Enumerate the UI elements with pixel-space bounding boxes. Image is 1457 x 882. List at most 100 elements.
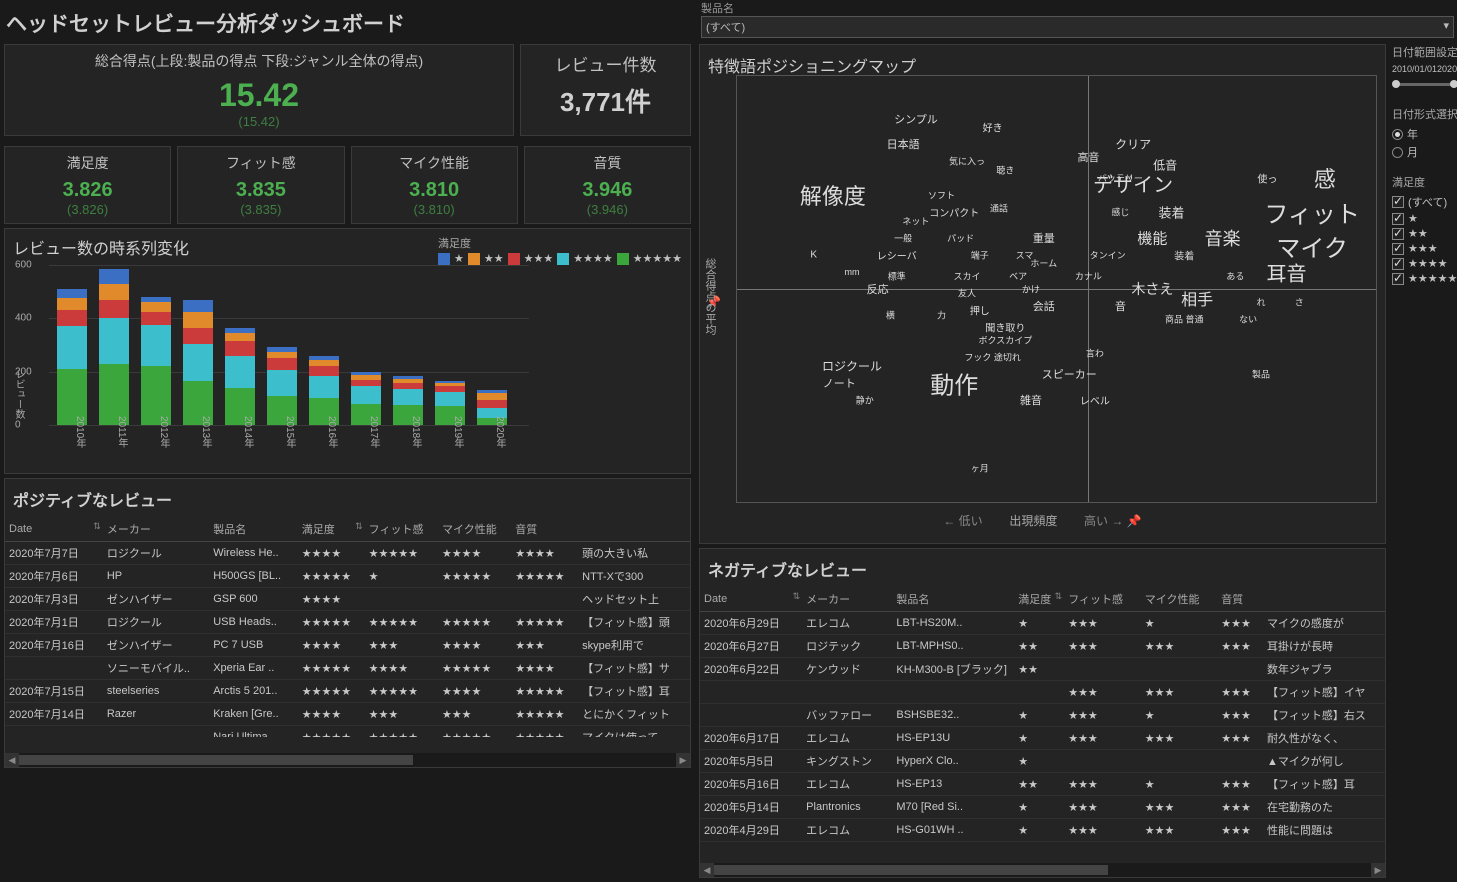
- word-押し[interactable]: 押し: [970, 303, 990, 318]
- legend-item-3[interactable]: ★★★: [508, 252, 554, 265]
- h-scrollbar[interactable]: ◀▶: [5, 753, 690, 767]
- product-filter-select[interactable]: (すべて) ▾: [701, 16, 1454, 38]
- word-相手[interactable]: 相手: [1181, 286, 1213, 310]
- word-端子[interactable]: 端子: [971, 248, 989, 261]
- check-0[interactable]: (すべて): [1392, 194, 1457, 210]
- word-製品[interactable]: 製品: [1252, 368, 1270, 381]
- word-装着[interactable]: 装着: [1174, 247, 1194, 262]
- table-row[interactable]: 2020年7月1日ロジクールUSB Heads..★★★★★★★★★★★★★★★…: [5, 611, 690, 634]
- word-カナル[interactable]: カナル: [1075, 270, 1102, 283]
- word-スピーカー[interactable]: スピーカー: [1042, 366, 1097, 382]
- word-友人[interactable]: 友人: [958, 287, 976, 300]
- col-マイク性能[interactable]: マイク性能: [1141, 587, 1218, 612]
- col-マイク性能[interactable]: マイク性能: [438, 517, 511, 542]
- legend-item-4[interactable]: ★★★★: [557, 252, 612, 265]
- legend-item-5[interactable]: ★★★★★: [617, 252, 682, 265]
- word-K[interactable]: K: [810, 249, 817, 260]
- table-row[interactable]: 2020年7月14日RazerKraken [Gre..★★★★★★★★★★★★…: [5, 703, 690, 726]
- slider-handle-left[interactable]: [1392, 80, 1400, 88]
- table-row[interactable]: 2020年7月7日ロジクールWireless He..★★★★★★★★★★★★★…: [5, 542, 690, 565]
- word-フック 途切れ[interactable]: フック 途切れ: [964, 351, 1021, 364]
- table-row[interactable]: 2020年6月22日ケンウッドKH-M300-B [ブラック]★★数年ジャブラ: [700, 658, 1385, 681]
- word-音[interactable]: 音: [1115, 298, 1126, 314]
- col-Date[interactable]: Date⇅: [700, 587, 802, 612]
- word-動作[interactable]: 動作: [930, 365, 978, 400]
- word-聴き[interactable]: 聴き: [996, 163, 1014, 176]
- bar-2011年[interactable]: [99, 269, 129, 425]
- check-1[interactable]: ★: [1392, 212, 1457, 225]
- word-高音[interactable]: 高音: [1077, 149, 1099, 165]
- word-スカイ[interactable]: スカイ: [954, 270, 981, 283]
- col-音質[interactable]: 音質: [1217, 587, 1263, 612]
- word-耳音[interactable]: 耳音: [1267, 257, 1307, 286]
- word-シンプル[interactable]: シンプル: [894, 111, 938, 127]
- word-パッド[interactable]: パッド: [947, 231, 974, 244]
- word-解像度[interactable]: 解像度: [800, 179, 866, 211]
- legend-item-2[interactable]: ★★: [468, 252, 504, 265]
- word-れ[interactable]: れ: [1256, 295, 1265, 308]
- check-2[interactable]: ★★: [1392, 227, 1457, 240]
- word-ホーム[interactable]: ホーム: [1030, 257, 1057, 270]
- word-レベル[interactable]: レベル: [1080, 392, 1110, 407]
- word-レシーバ[interactable]: レシーバ: [877, 247, 917, 262]
- word-商品 普通[interactable]: 商品 普通: [1165, 312, 1204, 325]
- word-mm[interactable]: mm: [845, 267, 860, 277]
- word-さ[interactable]: さ: [1295, 295, 1304, 308]
- word-装着[interactable]: 装着: [1159, 203, 1185, 222]
- table-row[interactable]: ソニーモバイル..Xperia Ear ..★★★★★★★★★★★★★★★★★★…: [5, 657, 690, 680]
- word-デザイン[interactable]: デザイン: [1093, 168, 1173, 197]
- word-通話[interactable]: 通話: [990, 202, 1008, 215]
- table-row[interactable]: Nari Ultima..★★★★★★★★★★★★★★★★★★★★マイクは使って: [5, 726, 690, 738]
- word-ない[interactable]: ない: [1239, 312, 1257, 325]
- table-row[interactable]: 2020年5月14日PlantronicsM70 [Red Si..★★★★★★…: [700, 796, 1385, 819]
- col-満足度[interactable]: 満足度⇅: [1014, 587, 1064, 612]
- word-好き[interactable]: 好き: [983, 120, 1003, 135]
- pin-icon[interactable]: 📌: [1127, 514, 1142, 528]
- word-ネット[interactable]: ネット: [902, 214, 929, 227]
- word-静か[interactable]: 静か: [856, 393, 874, 406]
- word-ソフト[interactable]: ソフト: [928, 189, 955, 202]
- word-標準[interactable]: 標準: [888, 270, 906, 283]
- table-row[interactable]: 2020年7月3日ゼンハイザーGSP 600★★★★ヘッドセット上: [5, 588, 690, 611]
- bar-2010年[interactable]: [57, 289, 87, 425]
- table-row[interactable]: 2020年6月29日エレコムLBT-HS20M..★★★★★★★★マイクの感度が: [700, 612, 1385, 635]
- col-製品名[interactable]: 製品名: [209, 517, 298, 542]
- table-row[interactable]: 2020年4月29日エレコムHS-G01WH ..★★★★★★★★★★性能に問題…: [700, 819, 1385, 842]
- word-ノート[interactable]: ノート: [823, 375, 856, 391]
- word-ベア[interactable]: ベア: [1009, 270, 1027, 283]
- check-4[interactable]: ★★★★: [1392, 257, 1457, 270]
- legend-item-1[interactable]: ★: [438, 252, 464, 265]
- col-メーカー[interactable]: メーカー: [103, 517, 209, 542]
- word-ボクスカイプ[interactable]: ボクスカイプ: [979, 334, 1033, 347]
- table-row[interactable]: 2020年6月27日ロジテックLBT-MPHS0..★★★★★★★★★★★耳掛け…: [700, 635, 1385, 658]
- table-row[interactable]: バッファローBSHSBE32..★★★★★★★★【フィット感】右ス: [700, 704, 1385, 727]
- table-row[interactable]: ★★★★★★★★★【フィット感】イヤ: [700, 681, 1385, 704]
- word-感[interactable]: 感: [1314, 162, 1336, 194]
- bar-2013年[interactable]: [183, 300, 213, 425]
- check-3[interactable]: ★★★: [1392, 242, 1457, 255]
- col-extra[interactable]: [1263, 587, 1385, 612]
- word-クリア[interactable]: クリア: [1115, 136, 1151, 153]
- word-一般[interactable]: 一般: [894, 231, 912, 244]
- col-フィット感[interactable]: フィット感: [1064, 587, 1141, 612]
- word-機能[interactable]: 機能: [1137, 227, 1167, 248]
- table-row[interactable]: 2020年5月5日キングストンHyperX Clo..★▲マイクが何し: [700, 750, 1385, 773]
- word-フィット[interactable]: フィット: [1264, 195, 1360, 230]
- word-雑音[interactable]: 雑音: [1020, 392, 1042, 408]
- word-横[interactable]: 横: [886, 308, 895, 321]
- word-コンパクト[interactable]: コンパクト: [929, 205, 979, 220]
- col-Date[interactable]: Date⇅: [5, 517, 103, 542]
- col-音質[interactable]: 音質: [511, 517, 578, 542]
- word-木さえ[interactable]: 木さえ: [1131, 279, 1173, 299]
- col-満足度[interactable]: 満足度⇅: [298, 517, 365, 542]
- word-タンイン[interactable]: タンイン: [1090, 248, 1126, 261]
- word-気に入っ[interactable]: 気に入っ: [949, 155, 985, 168]
- word-日本語[interactable]: 日本語: [887, 136, 920, 152]
- table-row[interactable]: 2020年6月17日エレコムHS-EP13U★★★★★★★★★★耐久性がなく、: [700, 727, 1385, 750]
- h-scrollbar[interactable]: ◀▶: [700, 863, 1385, 877]
- col-製品名[interactable]: 製品名: [892, 587, 1014, 612]
- col-メーカー[interactable]: メーカー: [802, 587, 892, 612]
- word-ヶ月[interactable]: ヶ月: [971, 461, 989, 474]
- word-会話[interactable]: 会話: [1033, 298, 1055, 314]
- table-row[interactable]: 2020年7月15日steelseriesArctis 5 201..★★★★★…: [5, 680, 690, 703]
